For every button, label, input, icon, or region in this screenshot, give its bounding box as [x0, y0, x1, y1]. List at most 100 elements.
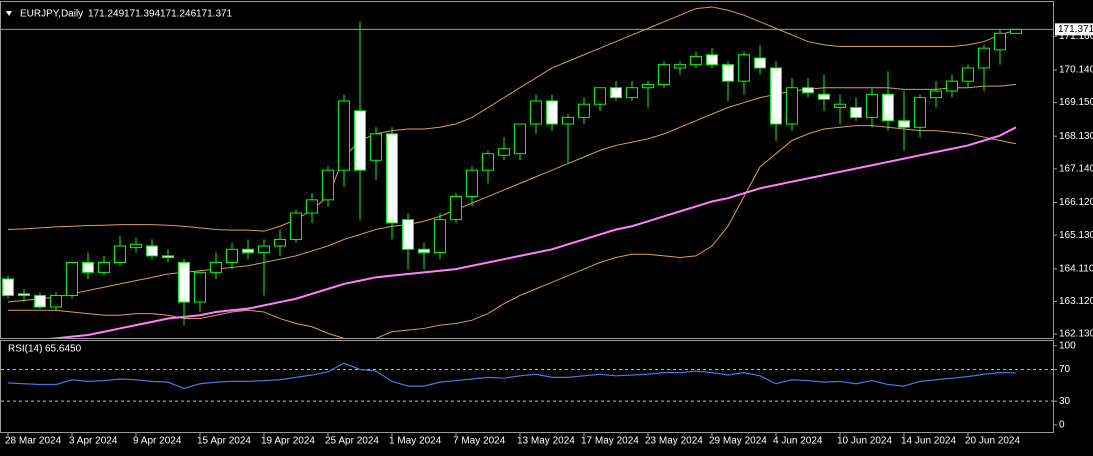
candle-body: [50, 294, 62, 308]
y-tick-label: 70: [1059, 364, 1071, 375]
candle-body: [914, 97, 926, 128]
candle-body: [658, 64, 670, 85]
candle-body: [418, 248, 430, 254]
candle-body: [130, 243, 142, 249]
y-tick-label: 166.120: [1059, 197, 1093, 208]
candle-body: [82, 261, 94, 273]
candle-body: [34, 294, 46, 308]
y-tick-label: 167.140: [1059, 163, 1093, 174]
indicator-line: [7, 83, 1017, 303]
chart-title: EURJPY,Daily: [20, 9, 83, 20]
candle-body: [642, 83, 654, 89]
candle-body: [994, 32, 1006, 51]
y-tick-label: 164.110: [1059, 263, 1093, 274]
x-tick-label: 13 May 2024: [517, 436, 575, 447]
x-tick-label: 23 May 2024: [645, 436, 703, 447]
y-tick-label: 163.120: [1059, 296, 1093, 307]
candle-body: [754, 57, 766, 69]
main-panel-frame: [0, 1, 1054, 339]
panel-plot: [2, 6, 1022, 338]
candle-body: [530, 100, 542, 125]
x-tick-label: 7 May 2024: [453, 436, 506, 447]
y-tick-label: 30: [1059, 396, 1071, 407]
candle-body: [98, 261, 110, 273]
candle-body: [162, 255, 174, 259]
candle-body: [818, 93, 830, 100]
candle-body: [690, 55, 702, 66]
x-tick-label: 10 Jun 2024: [837, 436, 892, 447]
x-tick-label: 4 Jun 2024: [773, 436, 823, 447]
candle-body: [338, 100, 350, 171]
candle-body: [2, 278, 14, 296]
indicator-line: [47, 126, 1017, 338]
candle-body: [722, 64, 734, 82]
x-tick-label: 20 Jun 2024: [965, 436, 1020, 447]
menu-arrow[interactable]: [6, 11, 12, 16]
ohlc-low: 171.246: [160, 9, 197, 20]
candle-body: [834, 103, 846, 109]
candle-body: [802, 87, 814, 94]
candle-body: [674, 64, 686, 69]
ohlc-high: 171.394: [124, 9, 161, 20]
candle-body: [738, 54, 750, 82]
candle-body: [386, 133, 398, 224]
panel-plot: [1, 362, 1053, 402]
y-tick-label: 0: [1059, 420, 1065, 431]
candle-body: [706, 54, 718, 66]
candle-body: [146, 245, 158, 257]
rsi-title: RSI(14): [8, 344, 42, 355]
candle-body: [770, 67, 782, 125]
candle-body: [514, 123, 526, 155]
candle-body: [434, 219, 446, 254]
candle-body: [626, 87, 638, 99]
candle-body: [290, 212, 302, 240]
candle-body: [306, 199, 318, 214]
candle-body: [546, 100, 558, 125]
rsi-line: [7, 362, 1017, 390]
x-tick-label: 29 May 2024: [709, 436, 767, 447]
candle-body: [226, 248, 238, 263]
candle-body: [930, 90, 942, 99]
candle-body: [882, 93, 894, 122]
candle-body: [450, 196, 462, 221]
rsi-panel-frame: [0, 340, 1054, 433]
y-tick-label: 170.140: [1059, 65, 1093, 76]
y-tick-label: 162.130: [1059, 329, 1093, 340]
candle-body: [466, 169, 478, 198]
candle-body: [194, 271, 206, 303]
candle-body: [594, 87, 606, 105]
y-tick-label: 171.160: [1059, 31, 1093, 42]
rsi-current: 65.6450: [45, 344, 82, 355]
candle-body: [66, 261, 78, 296]
candle-body: [274, 238, 286, 247]
candle-body: [482, 153, 494, 171]
candle-body: [402, 219, 414, 250]
candle-body: [322, 169, 334, 201]
x-tick-label: 17 May 2024: [581, 436, 639, 447]
candle-body: [978, 47, 990, 69]
x-tick-label: 1 May 2024: [389, 436, 442, 447]
x-tick-label: 15 Apr 2024: [197, 436, 251, 447]
candle-body: [258, 245, 270, 254]
candle-body: [354, 110, 366, 171]
candle-body: [962, 67, 974, 82]
candle-body: [114, 245, 126, 263]
x-tick-label: 3 Apr 2024: [69, 436, 118, 447]
y-tick-label: 169.150: [1059, 97, 1093, 108]
plot-layer: 162.130 163.120 164.110 165.130 166.120 167.1…: [1, 6, 1093, 447]
x-tick-label: 25 Apr 2024: [325, 436, 379, 447]
x-tick-label: 9 Apr 2024: [133, 436, 182, 447]
y-tick-label: 100: [1059, 340, 1076, 351]
candle-body: [786, 87, 798, 125]
candle-body: [18, 293, 30, 296]
x-tick-label: 14 Jun 2024: [901, 436, 956, 447]
candle-body: [1010, 28, 1022, 34]
candle-body: [850, 107, 862, 118]
candle-body: [210, 261, 222, 273]
candle-body: [242, 248, 254, 254]
indicator-line: [7, 6, 1017, 232]
y-tick-label: 168.130: [1059, 131, 1093, 142]
